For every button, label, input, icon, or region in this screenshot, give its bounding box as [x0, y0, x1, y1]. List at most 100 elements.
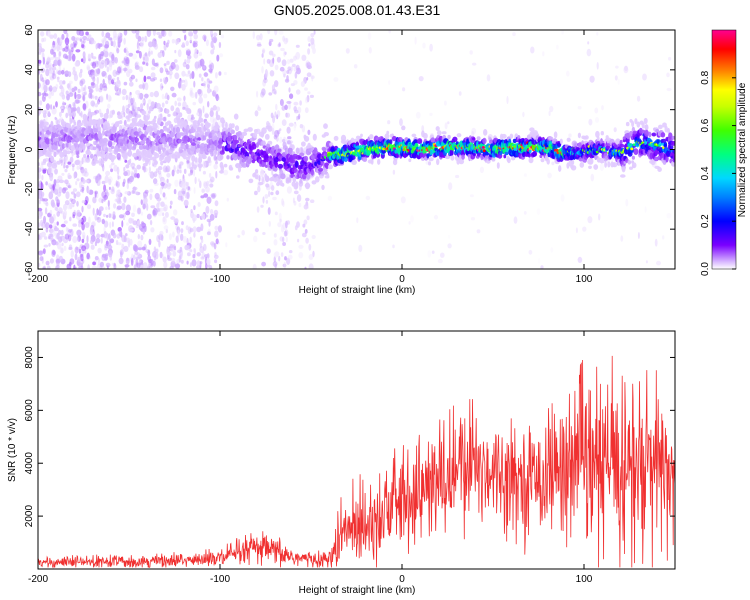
heatmap-cell	[310, 37, 315, 45]
spectrogram-x-axis-label: Height of straight line (km)	[299, 285, 416, 296]
heatmap-cell	[278, 255, 281, 262]
heatmap-cell	[156, 130, 161, 136]
heatmap-cell	[203, 243, 207, 252]
heatmap-cell	[152, 251, 157, 258]
heatmap-cell	[104, 243, 109, 249]
heatmap-cell	[196, 226, 202, 233]
heatmap-cell	[304, 135, 310, 142]
heatmap-cell	[566, 70, 570, 77]
heatmap-cell	[139, 66, 144, 73]
heatmap-cell	[476, 229, 481, 234]
heatmap-cell	[105, 32, 111, 39]
heatmap-cell	[213, 32, 218, 37]
heatmap-cell	[185, 40, 189, 47]
heatmap-cell	[188, 161, 191, 170]
heatmap-cell	[69, 216, 72, 222]
heatmap-cell	[81, 238, 85, 243]
heatmap-cell	[299, 178, 303, 184]
heatmap-cell	[58, 51, 62, 57]
heatmap-cell	[118, 230, 123, 237]
heatmap-cell	[100, 266, 105, 269]
heatmap-cell	[73, 264, 76, 269]
heatmap-cell	[276, 56, 281, 63]
heatmap-cell	[81, 245, 87, 252]
heatmap-cell	[163, 261, 168, 269]
heatmap-cell	[89, 53, 93, 59]
heatmap-cell	[295, 181, 299, 189]
heatmap-cell	[365, 195, 371, 201]
heatmap-cell	[295, 44, 300, 48]
heatmap-cell	[53, 59, 59, 66]
heatmap-cell	[447, 121, 450, 125]
heatmap-cell	[529, 127, 535, 132]
heatmap-cell	[503, 154, 507, 159]
heatmap-cell	[182, 61, 187, 68]
heatmap-cell	[275, 103, 278, 111]
heatmap-cell	[189, 73, 192, 80]
heatmap-cell	[49, 209, 53, 215]
heatmap-cell	[42, 248, 46, 255]
heatmap-cell	[50, 120, 54, 128]
heatmap-cell	[225, 242, 228, 248]
heatmap-cell	[62, 80, 66, 85]
heatmap-cell	[52, 105, 55, 110]
heatmap-cell	[237, 234, 241, 238]
heatmap-cell	[97, 126, 102, 133]
heatmap-cell	[296, 194, 302, 202]
heatmap-cell	[192, 42, 198, 48]
heatmap-cell	[285, 37, 289, 43]
heatmap-cell	[258, 181, 264, 186]
heatmap-cell	[656, 139, 660, 145]
heatmap-cell	[211, 123, 215, 127]
heatmap-cell	[587, 41, 590, 45]
heatmap-cell	[277, 178, 281, 186]
heatmap-cell	[217, 131, 222, 139]
heatmap-cell	[86, 66, 91, 71]
heatmap-cell	[66, 83, 70, 89]
heatmap-cell	[79, 253, 83, 258]
heatmap-cell	[64, 156, 68, 164]
heatmap-cell	[171, 92, 177, 98]
spectrogram-y-axis-label: Frequency (Hz)	[7, 116, 18, 185]
heatmap-cell	[656, 260, 661, 266]
heatmap-cell	[279, 66, 285, 72]
heatmap-cell	[284, 51, 287, 55]
heatmap-cell	[456, 158, 460, 165]
heatmap-cell	[107, 140, 113, 147]
heatmap-cell	[169, 244, 174, 249]
heatmap-cell	[65, 90, 69, 96]
heatmap-cell	[179, 249, 184, 257]
y-tick-label: 4000	[24, 452, 35, 475]
heatmap-cell	[112, 232, 117, 239]
heatmap-cell	[184, 73, 190, 77]
heatmap-cell	[308, 243, 312, 251]
heatmap-cell	[509, 133, 514, 139]
heatmap-cell	[82, 231, 86, 239]
heatmap-cell	[257, 186, 261, 193]
heatmap-cell	[197, 88, 202, 95]
heatmap-cell	[280, 47, 285, 52]
heatmap-cell	[145, 56, 149, 62]
heatmap-cell	[233, 113, 239, 120]
heatmap-cell	[452, 136, 458, 142]
heatmap-cell	[286, 100, 292, 104]
heatmap-cell	[128, 113, 133, 119]
heatmap-cell	[114, 33, 119, 38]
heatmap-cell	[132, 97, 135, 104]
heatmap-cell	[172, 244, 176, 249]
heatmap-cell	[65, 112, 69, 119]
heatmap-cell	[253, 129, 258, 133]
heatmap-cell	[210, 40, 214, 49]
heatmap-cell	[174, 49, 177, 54]
heatmap-cell	[66, 32, 69, 38]
heatmap-cell	[163, 63, 167, 67]
heatmap-cell	[304, 266, 307, 269]
heatmap-cell	[49, 34, 54, 39]
heatmap-cell	[440, 252, 445, 258]
heatmap-cell	[470, 217, 476, 221]
heatmap-cell	[619, 139, 623, 145]
heatmap-cell	[282, 242, 286, 246]
heatmap-cell	[74, 91, 77, 100]
heatmap-cell	[111, 221, 114, 228]
heatmap-cell	[523, 173, 527, 177]
